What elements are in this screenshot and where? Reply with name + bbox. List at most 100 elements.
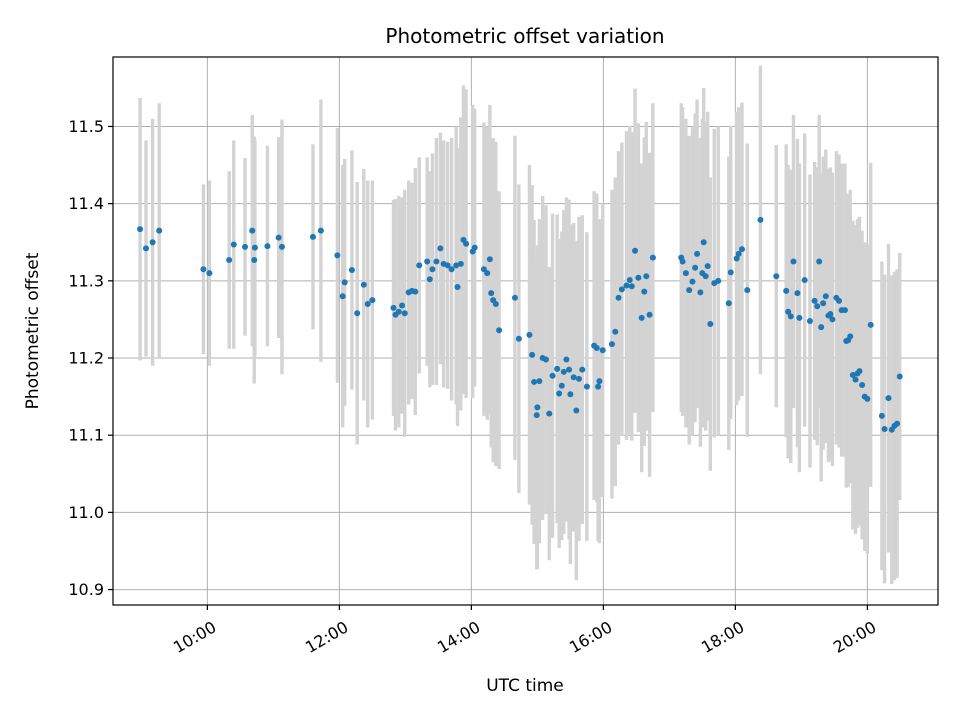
data-point	[612, 328, 619, 335]
chart-title: Photometric offset variation	[385, 24, 664, 48]
data-point	[593, 344, 600, 351]
data-point	[429, 266, 436, 273]
data-point	[733, 255, 740, 262]
data-point	[486, 256, 493, 263]
data-point	[643, 273, 650, 280]
data-point	[679, 258, 686, 265]
data-point	[275, 234, 282, 241]
data-point	[573, 407, 580, 414]
data-point	[641, 288, 648, 295]
data-point	[787, 313, 794, 320]
data-point	[881, 426, 888, 433]
data-point	[143, 245, 149, 252]
data-point	[686, 287, 693, 294]
data-point	[894, 420, 901, 427]
data-point	[725, 300, 732, 307]
y-tick-label: 11.2	[68, 349, 104, 368]
data-point	[534, 404, 541, 411]
data-point	[556, 390, 563, 397]
data-point	[401, 310, 408, 317]
data-point	[488, 290, 495, 297]
data-point	[579, 366, 586, 373]
data-point	[529, 351, 536, 358]
data-point	[339, 293, 346, 300]
data-point	[364, 300, 371, 307]
data-point	[471, 244, 478, 251]
data-point	[412, 288, 419, 295]
data-point	[818, 324, 825, 331]
data-point	[567, 391, 574, 398]
data-points	[137, 216, 903, 433]
data-point	[700, 239, 707, 246]
data-point	[628, 283, 635, 290]
data-point	[896, 373, 903, 380]
data-point	[702, 273, 709, 280]
data-point	[801, 277, 808, 284]
y-tick-label: 11.5	[68, 117, 104, 136]
data-point	[864, 395, 871, 402]
y-tick-label: 10.9	[68, 580, 104, 599]
data-point	[399, 302, 406, 309]
data-point	[822, 293, 829, 300]
y-tick-label: 11.4	[68, 194, 104, 213]
data-point	[536, 378, 543, 385]
data-point	[230, 241, 237, 248]
data-point	[859, 382, 866, 389]
data-point	[646, 311, 653, 318]
data-point	[444, 262, 451, 269]
data-point	[632, 247, 639, 254]
data-point	[623, 282, 630, 289]
data-point	[448, 266, 455, 273]
data-point	[790, 258, 797, 265]
data-point	[457, 260, 464, 267]
data-point	[836, 297, 842, 304]
data-point	[707, 321, 714, 328]
data-point	[595, 383, 602, 390]
data-point	[811, 297, 818, 304]
data-point	[615, 294, 622, 301]
data-point	[783, 287, 790, 294]
data-point	[697, 289, 704, 296]
data-point	[554, 365, 561, 372]
data-point	[454, 284, 461, 291]
data-point	[692, 264, 699, 271]
data-point	[395, 308, 402, 315]
data-point	[626, 277, 633, 284]
data-point	[829, 316, 836, 323]
data-point	[738, 246, 745, 253]
data-point	[785, 308, 792, 315]
y-tick-label: 11.1	[68, 426, 104, 445]
data-point	[852, 376, 859, 383]
y-axis-label: Photometric offset	[23, 252, 43, 409]
data-point	[635, 274, 642, 281]
data-point	[816, 258, 823, 265]
data-point	[575, 375, 582, 382]
data-point	[794, 290, 801, 297]
data-point	[558, 382, 565, 389]
data-point	[360, 281, 367, 288]
data-point	[704, 263, 711, 270]
data-point	[542, 356, 549, 363]
data-point	[827, 311, 834, 318]
data-point	[426, 276, 433, 283]
data-point	[599, 347, 606, 354]
data-point	[531, 378, 538, 385]
data-point	[608, 341, 615, 348]
data-point	[682, 270, 689, 277]
data-point	[433, 258, 440, 265]
data-point	[496, 327, 503, 334]
data-point	[200, 266, 207, 273]
data-point	[492, 300, 499, 307]
data-point	[317, 227, 324, 234]
data-point	[847, 333, 854, 340]
data-point	[334, 252, 341, 259]
data-point	[727, 269, 734, 276]
y-axis: 10.9 11.0 11.1 11.2 11.3 11.4 11.5	[68, 117, 113, 599]
data-point	[206, 270, 213, 277]
data-point	[638, 314, 645, 321]
data-point	[814, 303, 821, 310]
data-point	[249, 227, 256, 234]
data-point	[437, 245, 444, 252]
data-point	[424, 258, 431, 265]
